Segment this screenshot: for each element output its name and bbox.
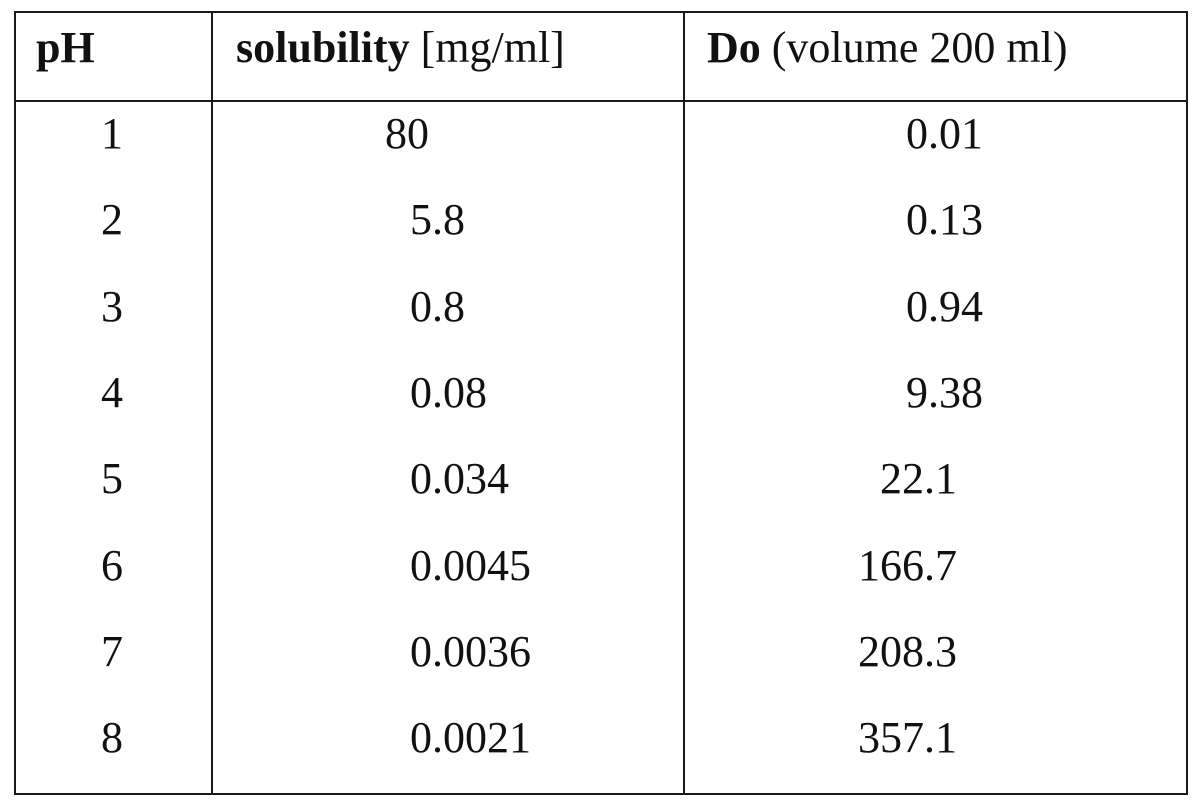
cell-ph: 7 (101, 626, 123, 678)
cell-do: 9.38 (906, 367, 983, 419)
cell-ph: 5 (101, 453, 123, 505)
header-do: Do (volume 200 ml) (707, 22, 1068, 74)
cell-solubility: 80 (385, 108, 429, 160)
cell-ph: 6 (101, 540, 123, 592)
cell-do: 208.3 (858, 626, 957, 678)
header-ph: pH (36, 22, 95, 74)
data-table (14, 11, 1188, 795)
cell-do: 22.1 (880, 453, 957, 505)
column-divider-1 (211, 11, 213, 795)
cell-solubility: 0.0036 (410, 626, 531, 678)
cell-solubility: 0.08 (410, 367, 487, 419)
column-divider-2 (683, 11, 685, 795)
cell-ph: 8 (101, 712, 123, 764)
cell-solubility: 0.0021 (410, 712, 531, 764)
cell-solubility: 5.8 (410, 194, 465, 246)
cell-solubility: 0.8 (410, 281, 465, 333)
cell-ph: 2 (101, 194, 123, 246)
cell-ph: 4 (101, 367, 123, 419)
cell-solubility: 0.0045 (410, 540, 531, 592)
cell-do: 0.13 (906, 194, 983, 246)
cell-ph: 1 (101, 108, 123, 160)
cell-do: 0.94 (906, 281, 983, 333)
cell-solubility: 0.034 (410, 453, 509, 505)
cell-do: 357.1 (858, 712, 957, 764)
cell-ph: 3 (101, 281, 123, 333)
cell-do: 166.7 (858, 540, 957, 592)
header-solubility: solubility [mg/ml] (236, 22, 565, 74)
cell-do: 0.01 (906, 108, 983, 160)
header-divider (14, 100, 1188, 102)
